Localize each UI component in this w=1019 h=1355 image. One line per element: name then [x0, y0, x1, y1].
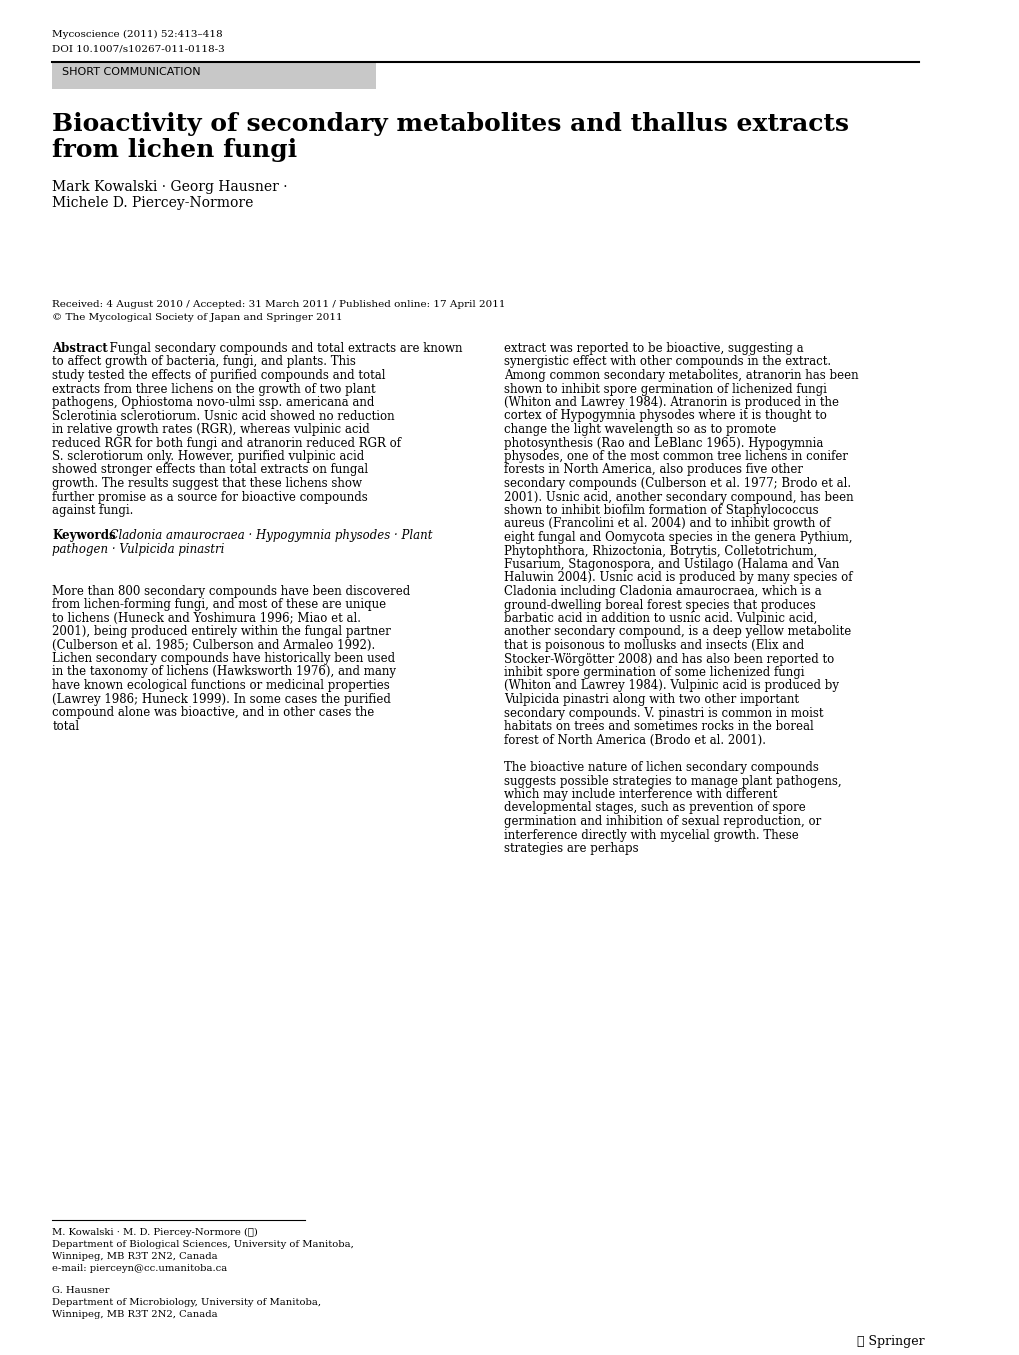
Text: Ⓢ Springer: Ⓢ Springer	[856, 1335, 923, 1348]
Text: strategies are perhaps: strategies are perhaps	[504, 841, 639, 855]
Text: reduced RGR for both fungi and atranorin reduced RGR of: reduced RGR for both fungi and atranorin…	[52, 436, 400, 450]
Text: Department of Biological Sciences, University of Manitoba,: Department of Biological Sciences, Unive…	[52, 1240, 354, 1249]
Text: Among common secondary metabolites, atranorin has been: Among common secondary metabolites, atra…	[504, 369, 858, 382]
Text: interference directly with mycelial growth. These: interference directly with mycelial grow…	[504, 828, 799, 841]
Text: Mycoscience (2011) 52:413–418: Mycoscience (2011) 52:413–418	[52, 30, 223, 39]
Text: forest of North America (Brodo et al. 2001).: forest of North America (Brodo et al. 20…	[504, 733, 765, 747]
Text: shown to inhibit biofilm formation of Staphylococcus: shown to inhibit biofilm formation of St…	[504, 504, 818, 518]
Text: © The Mycological Society of Japan and Springer 2011: © The Mycological Society of Japan and S…	[52, 313, 342, 322]
Text: synergistic effect with other compounds in the extract.: synergistic effect with other compounds …	[504, 355, 830, 369]
Text: extracts from three lichens on the growth of two plant: extracts from three lichens on the growt…	[52, 382, 376, 396]
Text: that is poisonous to mollusks and insects (Elix and: that is poisonous to mollusks and insect…	[504, 640, 804, 652]
Text: from lichen fungi: from lichen fungi	[52, 138, 298, 163]
Text: More than 800 secondary compounds have been discovered: More than 800 secondary compounds have b…	[52, 584, 411, 598]
Text: study tested the effects of purified compounds and total: study tested the effects of purified com…	[52, 369, 385, 382]
Text: have known ecological functions or medicinal properties: have known ecological functions or medic…	[52, 679, 389, 692]
Bar	[52, 62, 376, 89]
Text: in the taxonomy of lichens (Hawksworth 1976), and many: in the taxonomy of lichens (Hawksworth 1…	[52, 665, 396, 679]
Text: to lichens (Huneck and Yoshimura 1996; Miao et al.: to lichens (Huneck and Yoshimura 1996; M…	[52, 611, 361, 625]
Text: cortex of Hypogymnia physodes where it is thought to: cortex of Hypogymnia physodes where it i…	[504, 409, 826, 423]
Text: forests in North America, also produces five other: forests in North America, also produces …	[504, 463, 803, 477]
Text: Mark Kowalski · Georg Hausner ·: Mark Kowalski · Georg Hausner ·	[52, 180, 287, 194]
Text: compound alone was bioactive, and in other cases the: compound alone was bioactive, and in oth…	[52, 706, 374, 720]
Text: secondary compounds (Culberson et al. 1977; Brodo et al.: secondary compounds (Culberson et al. 19…	[504, 477, 851, 491]
Text: from lichen-forming fungi, and most of these are unique: from lichen-forming fungi, and most of t…	[52, 598, 386, 611]
Text: M. Kowalski · M. D. Piercey-Normore (✉): M. Kowalski · M. D. Piercey-Normore (✉)	[52, 1228, 258, 1237]
Text: physodes, one of the most common tree lichens in conifer: physodes, one of the most common tree li…	[504, 450, 848, 463]
Text: extract was reported to be bioactive, suggesting a: extract was reported to be bioactive, su…	[504, 341, 803, 355]
Text: ground-dwelling boreal forest species that produces: ground-dwelling boreal forest species th…	[504, 599, 815, 611]
Text: (Culberson et al. 1985; Culberson and Armaleo 1992).: (Culberson et al. 1985; Culberson and Ar…	[52, 638, 375, 652]
Text: eight fungal and Oomycota species in the genera Pythium,: eight fungal and Oomycota species in the…	[504, 531, 852, 543]
Text: Stocker-Wörgötter 2008) and has also been reported to: Stocker-Wörgötter 2008) and has also bee…	[504, 653, 834, 665]
Text: e-mail: pierceyn@cc.umanitoba.ca: e-mail: pierceyn@cc.umanitoba.ca	[52, 1264, 227, 1272]
Text: SHORT COMMUNICATION: SHORT COMMUNICATION	[62, 66, 201, 77]
Text: (Lawrey 1986; Huneck 1999). In some cases the purified: (Lawrey 1986; Huneck 1999). In some case…	[52, 692, 391, 706]
Text: inhibit spore germination of some lichenized fungi: inhibit spore germination of some lichen…	[504, 667, 804, 679]
Text: Keywords: Keywords	[52, 530, 116, 542]
Text: Winnipeg, MB R3T 2N2, Canada: Winnipeg, MB R3T 2N2, Canada	[52, 1252, 218, 1262]
Text: barbatic acid in addition to usnic acid. Vulpinic acid,: barbatic acid in addition to usnic acid.…	[504, 612, 817, 625]
Text: developmental stages, such as prevention of spore: developmental stages, such as prevention…	[504, 802, 805, 814]
Text: secondary compounds. V. pinastri is common in moist: secondary compounds. V. pinastri is comm…	[504, 706, 823, 720]
Text: Haluwin 2004). Usnic acid is produced by many species of: Haluwin 2004). Usnic acid is produced by…	[504, 572, 852, 584]
Text: Cladonia amaurocraea · Hypogymnia physodes · Plant: Cladonia amaurocraea · Hypogymnia physod…	[102, 530, 432, 542]
Text: showed stronger effects than total extracts on fungal: showed stronger effects than total extra…	[52, 463, 368, 477]
Text: Cladonia including Cladonia amaurocraea, which is a: Cladonia including Cladonia amaurocraea,…	[504, 585, 821, 598]
Text: change the light wavelength so as to promote: change the light wavelength so as to pro…	[504, 423, 775, 436]
Text: which may include interference with different: which may include interference with diff…	[504, 789, 777, 801]
Text: Fusarium, Stagonospora, and Ustilago (Halama and Van: Fusarium, Stagonospora, and Ustilago (Ha…	[504, 558, 839, 570]
Text: Department of Microbiology, University of Manitoba,: Department of Microbiology, University o…	[52, 1298, 321, 1308]
Text: Bioactivity of secondary metabolites and thallus extracts: Bioactivity of secondary metabolites and…	[52, 112, 849, 136]
Text: in relative growth rates (RGR), whereas vulpinic acid: in relative growth rates (RGR), whereas …	[52, 423, 370, 436]
Text: shown to inhibit spore germination of lichenized fungi: shown to inhibit spore germination of li…	[504, 382, 826, 396]
Text: growth. The results suggest that these lichens show: growth. The results suggest that these l…	[52, 477, 362, 491]
Text: Lichen secondary compounds have historically been used: Lichen secondary compounds have historic…	[52, 652, 395, 665]
Text: Phytophthora, Rhizoctonia, Botrytis, Colletotrichum,: Phytophthora, Rhizoctonia, Botrytis, Col…	[504, 545, 817, 557]
Text: Winnipeg, MB R3T 2N2, Canada: Winnipeg, MB R3T 2N2, Canada	[52, 1310, 218, 1318]
Text: Received: 4 August 2010 / Accepted: 31 March 2011 / Published online: 17 April 2: Received: 4 August 2010 / Accepted: 31 M…	[52, 299, 505, 309]
Text: total: total	[52, 720, 79, 733]
Text: photosynthesis (Rao and LeBlanc 1965). Hypogymnia: photosynthesis (Rao and LeBlanc 1965). H…	[504, 436, 823, 450]
Text: 2001), being produced entirely within the fungal partner: 2001), being produced entirely within th…	[52, 625, 391, 638]
Text: G. Hausner: G. Hausner	[52, 1286, 110, 1295]
Text: germination and inhibition of sexual reproduction, or: germination and inhibition of sexual rep…	[504, 814, 821, 828]
Text: Michele D. Piercey-Normore: Michele D. Piercey-Normore	[52, 196, 254, 210]
Text: habitats on trees and sometimes rocks in the boreal: habitats on trees and sometimes rocks in…	[504, 720, 813, 733]
Text: 2001). Usnic acid, another secondary compound, has been: 2001). Usnic acid, another secondary com…	[504, 491, 853, 504]
Text: against fungi.: against fungi.	[52, 504, 133, 518]
Text: pathogen · Vulpicida pinastri: pathogen · Vulpicida pinastri	[52, 543, 224, 556]
Text: S. sclerotiorum only. However, purified vulpinic acid: S. sclerotiorum only. However, purified …	[52, 450, 364, 463]
Text: suggests possible strategies to manage plant pathogens,: suggests possible strategies to manage p…	[504, 775, 842, 787]
Text: further promise as a source for bioactive compounds: further promise as a source for bioactiv…	[52, 491, 368, 504]
Text: pathogens, Ophiostoma novo-ulmi ssp. americana and: pathogens, Ophiostoma novo-ulmi ssp. ame…	[52, 396, 374, 409]
Text: Vulpicida pinastri along with two other important: Vulpicida pinastri along with two other …	[504, 692, 799, 706]
Text: to affect growth of bacteria, fungi, and plants. This: to affect growth of bacteria, fungi, and…	[52, 355, 356, 369]
Text: aureus (Francolini et al. 2004) and to inhibit growth of: aureus (Francolini et al. 2004) and to i…	[504, 518, 830, 531]
Text: Fungal secondary compounds and total extracts are known: Fungal secondary compounds and total ext…	[102, 341, 462, 355]
Text: (Whiton and Lawrey 1984). Atranorin is produced in the: (Whiton and Lawrey 1984). Atranorin is p…	[504, 396, 839, 409]
Text: Sclerotinia sclerotiorum. Usnic acid showed no reduction: Sclerotinia sclerotiorum. Usnic acid sho…	[52, 409, 394, 423]
Text: (Whiton and Lawrey 1984). Vulpinic acid is produced by: (Whiton and Lawrey 1984). Vulpinic acid …	[504, 679, 839, 692]
Text: DOI 10.1007/s10267-011-0118-3: DOI 10.1007/s10267-011-0118-3	[52, 45, 225, 54]
Text: another secondary compound, is a deep yellow metabolite: another secondary compound, is a deep ye…	[504, 626, 851, 638]
Text: The bioactive nature of lichen secondary compounds: The bioactive nature of lichen secondary…	[504, 762, 818, 774]
Text: Abstract: Abstract	[52, 341, 108, 355]
